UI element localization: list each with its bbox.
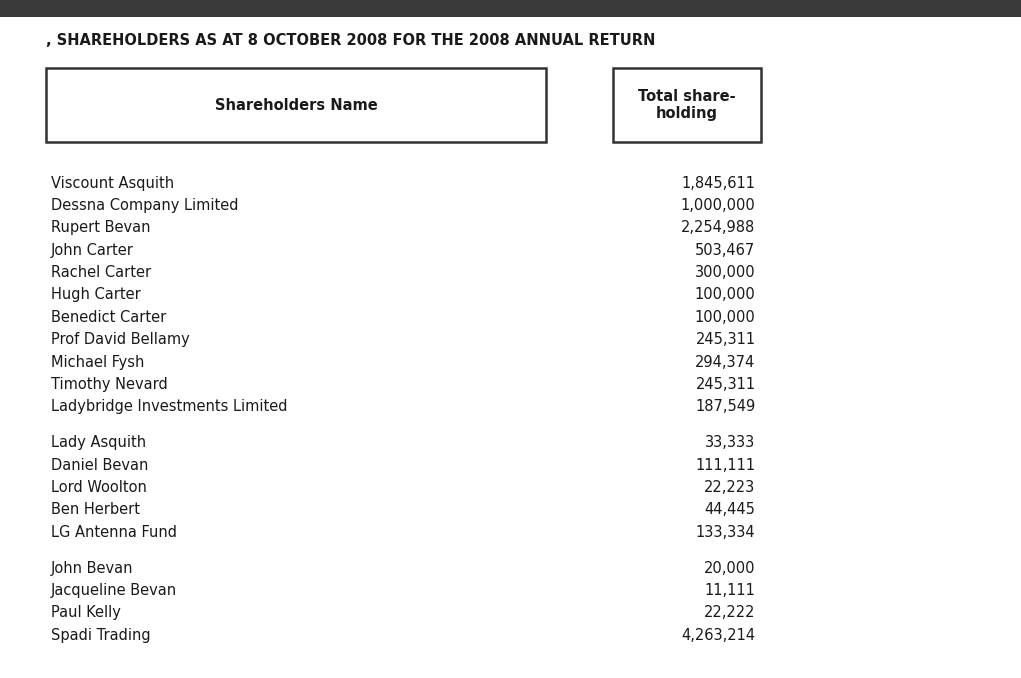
Text: Shareholders Name: Shareholders Name [214,98,378,113]
Text: 187,549: 187,549 [695,399,756,414]
Text: 300,000: 300,000 [695,265,756,280]
Text: 22,223: 22,223 [704,480,756,495]
Text: Lady Asquith: Lady Asquith [51,435,146,450]
Text: 44,445: 44,445 [704,502,756,517]
Text: 4,263,214: 4,263,214 [681,628,756,643]
Text: 503,467: 503,467 [695,243,756,258]
Text: Viscount Asquith: Viscount Asquith [51,176,175,191]
Text: LG Antenna Fund: LG Antenna Fund [51,525,177,540]
Text: Total share-
holding: Total share- holding [638,89,735,121]
Text: 20,000: 20,000 [704,561,756,576]
Text: 2,254,988: 2,254,988 [681,220,756,235]
Text: Ladybridge Investments Limited: Ladybridge Investments Limited [51,399,288,414]
Text: 1,000,000: 1,000,000 [681,198,756,213]
Text: Ben Herbert: Ben Herbert [51,502,140,517]
Bar [0,0,1021,17]
Text: 33,333: 33,333 [706,435,756,450]
Text: Rachel Carter: Rachel Carter [51,265,151,280]
Text: 1,845,611: 1,845,611 [682,176,756,191]
Text: 100,000: 100,000 [694,310,756,325]
Text: Daniel Bevan: Daniel Bevan [51,458,148,473]
Text: 100,000: 100,000 [694,287,756,302]
Text: 133,334: 133,334 [696,525,756,540]
Text: , SHAREHOLDERS AS AT 8 OCTOBER 2008 FOR THE 2008 ANNUAL RETURN: , SHAREHOLDERS AS AT 8 OCTOBER 2008 FOR … [46,33,655,47]
Text: 22,222: 22,222 [704,605,756,620]
Text: Jacqueline Bevan: Jacqueline Bevan [51,583,178,598]
Text: Hugh Carter: Hugh Carter [51,287,141,302]
Text: 245,311: 245,311 [695,377,756,392]
Text: Spadi Trading: Spadi Trading [51,628,151,643]
Text: 294,374: 294,374 [695,355,756,370]
Text: John Carter: John Carter [51,243,134,258]
Text: 111,111: 111,111 [695,458,756,473]
Text: Dessna Company Limited: Dessna Company Limited [51,198,239,213]
Text: Timothy Nevard: Timothy Nevard [51,377,167,392]
Text: Michael Fysh: Michael Fysh [51,355,144,370]
Text: Prof David Bellamy: Prof David Bellamy [51,332,190,347]
Text: 11,111: 11,111 [704,583,756,598]
Text: John Bevan: John Bevan [51,561,134,576]
Text: 245,311: 245,311 [695,332,756,347]
Bar [46,68,546,142]
Text: Benedict Carter: Benedict Carter [51,310,166,325]
Text: Rupert Bevan: Rupert Bevan [51,220,150,235]
Bar [613,68,761,142]
Text: Paul Kelly: Paul Kelly [51,605,120,620]
Text: Lord Woolton: Lord Woolton [51,480,147,495]
